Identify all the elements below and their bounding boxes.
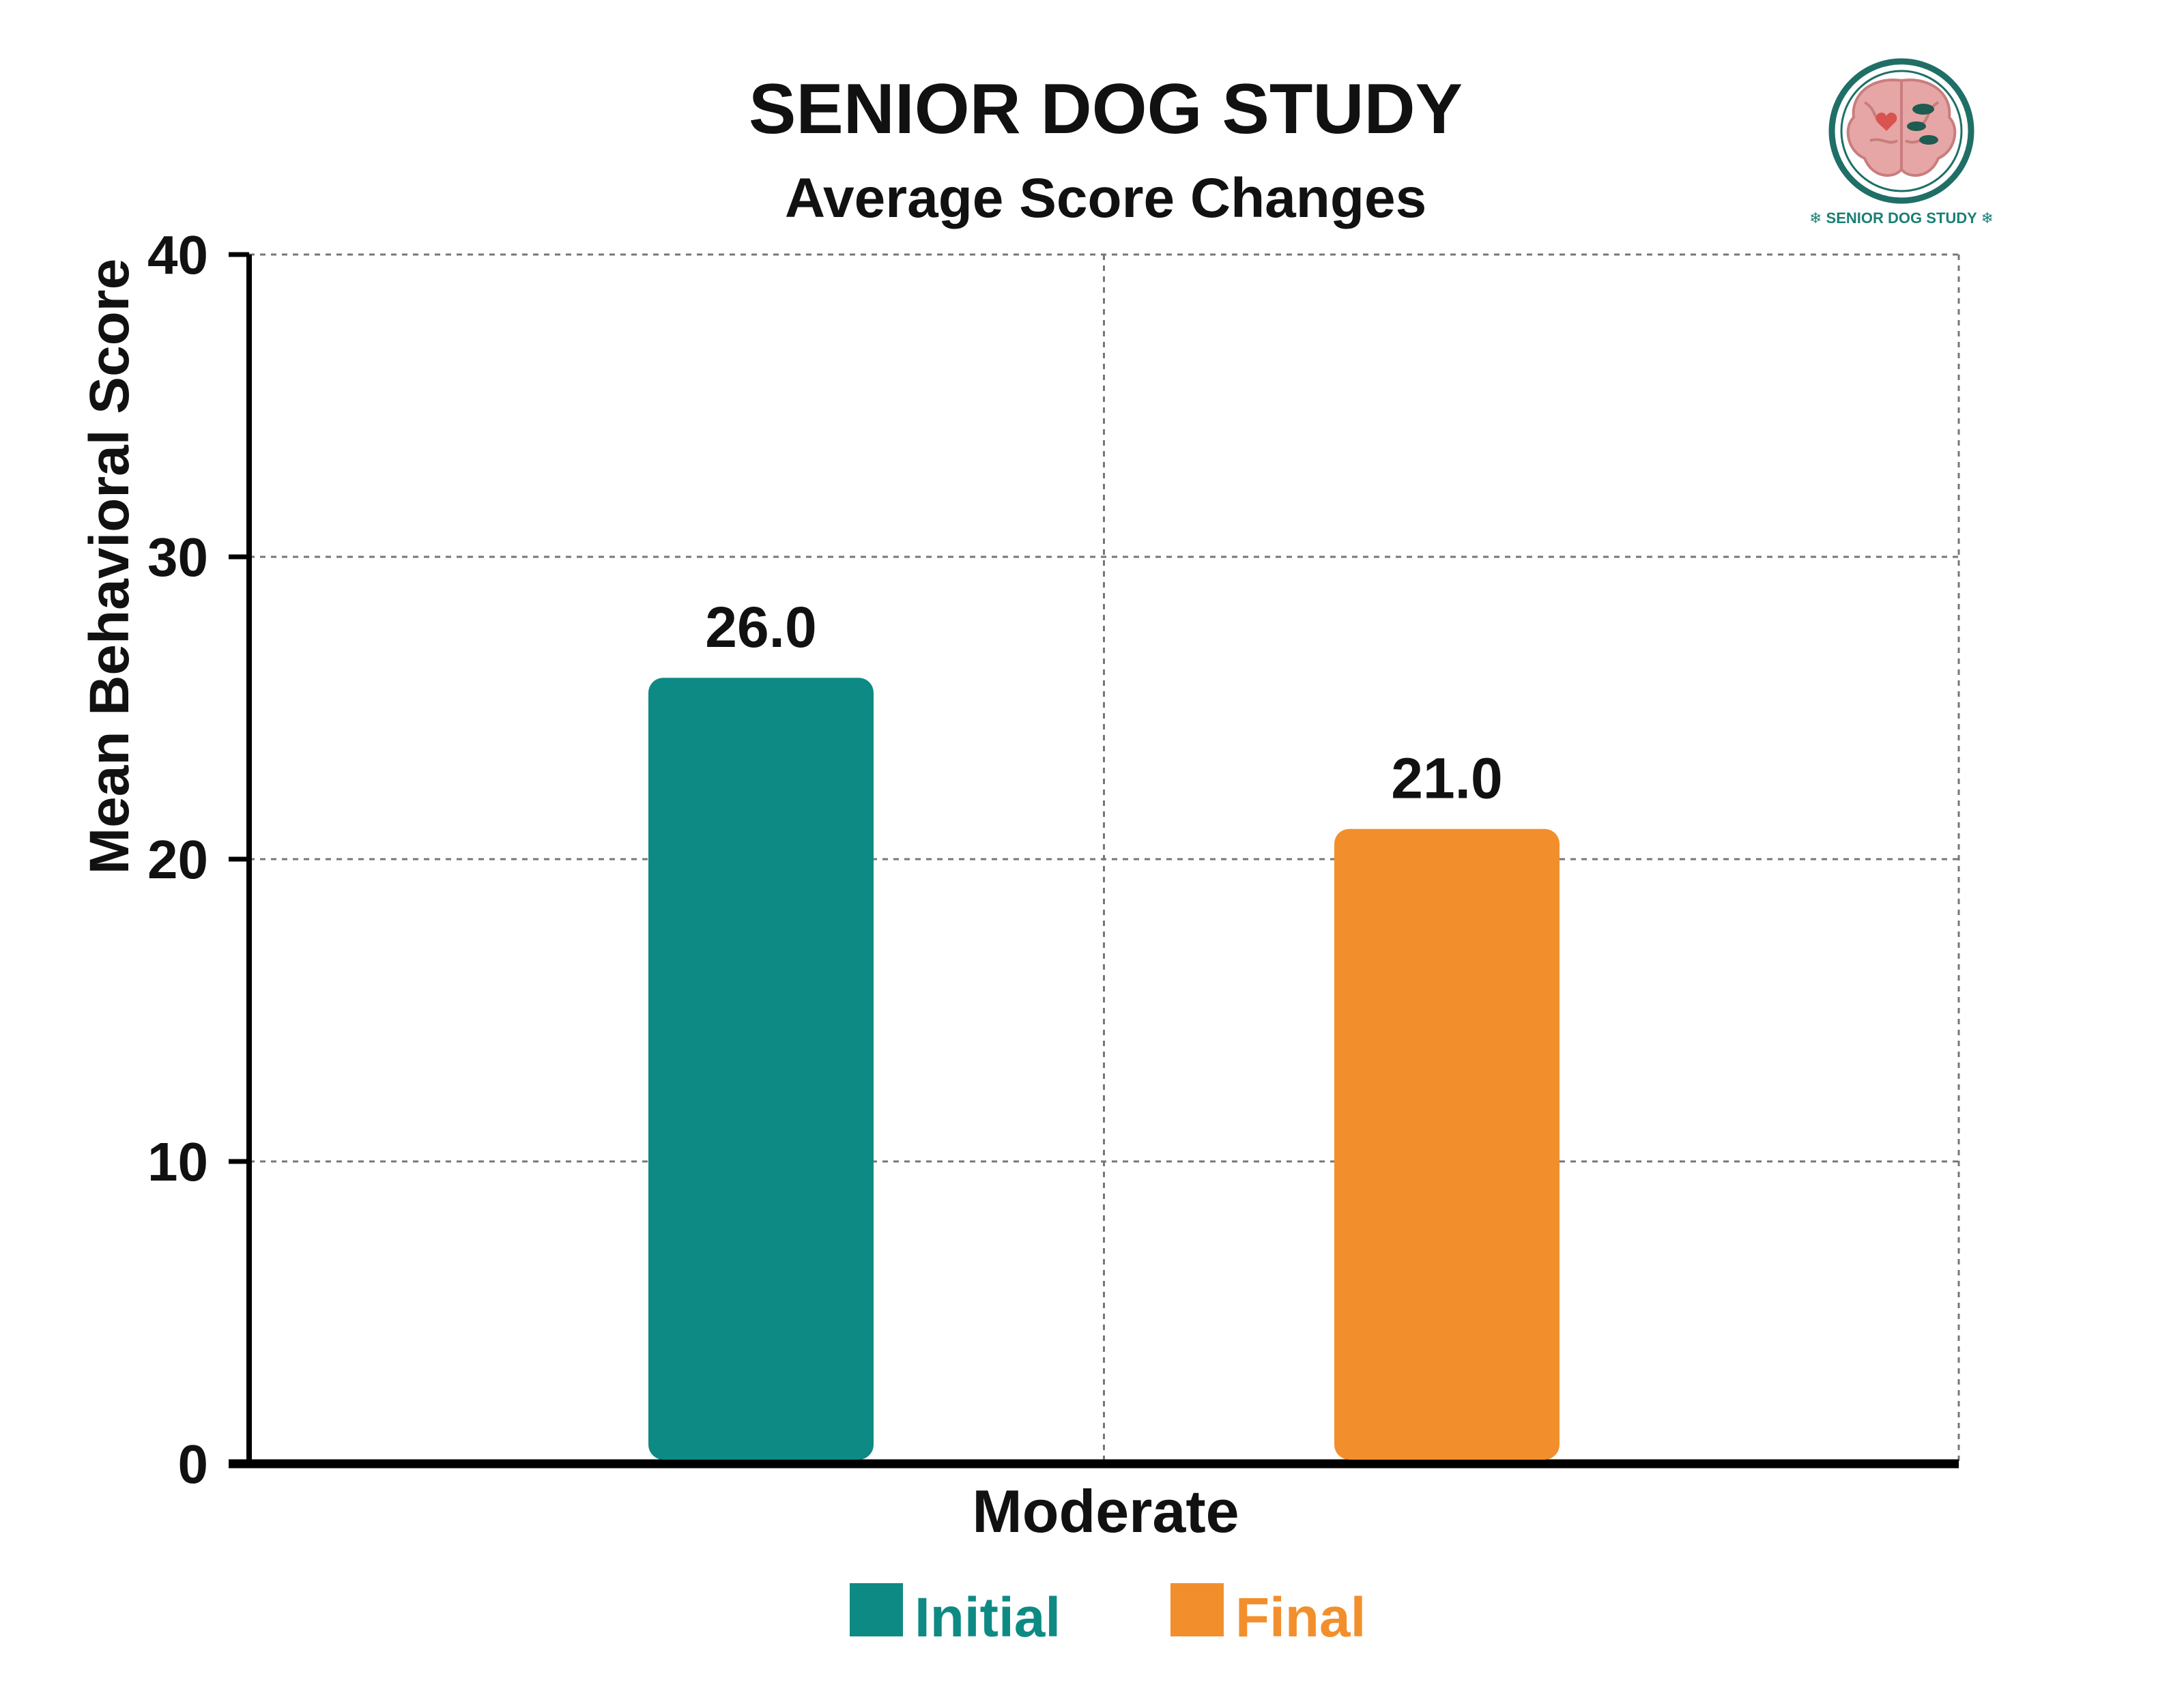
- logo-inner-ring: [1840, 70, 1963, 192]
- y-axis-ticks: 0 10 20 30 40: [147, 225, 249, 1494]
- y-tick-label-2: 20: [147, 829, 208, 890]
- x-axis-categories: Moderate: [972, 1477, 1239, 1545]
- brain-icon: [1846, 78, 1957, 177]
- y-axis-label: Mean Behavioral Score: [78, 259, 141, 874]
- bars: 26.0 21.0: [648, 595, 1560, 1460]
- y-tick-label-4: 40: [147, 225, 208, 285]
- chart-subtitle: Average Score Changes: [785, 167, 1426, 229]
- legend-label-final: Final: [1235, 1587, 1366, 1649]
- study-logo: ❄ SENIOR DOG STUDY ❄: [1809, 58, 1994, 227]
- grid: [249, 253, 1960, 1464]
- bar-final: [1334, 828, 1560, 1460]
- legend: Initial Final: [850, 1583, 1366, 1649]
- chart-title: SENIOR DOG STUDY: [749, 70, 1463, 149]
- legend-swatch-final: [1170, 1583, 1224, 1636]
- legend-swatch-initial: [850, 1583, 903, 1636]
- y-tick-label-1: 10: [147, 1131, 208, 1192]
- legend-label-initial: Initial: [915, 1587, 1061, 1649]
- bar-initial: [648, 678, 874, 1460]
- logo-text: ❄ SENIOR DOG STUDY ❄: [1809, 209, 1994, 227]
- y-tick-label-3: 30: [147, 527, 208, 588]
- y-tick-label-0: 0: [178, 1434, 209, 1494]
- bar-value-label-final: 21.0: [1391, 747, 1503, 811]
- category-label: Moderate: [972, 1477, 1239, 1545]
- bar-value-label-initial: 26.0: [705, 595, 817, 659]
